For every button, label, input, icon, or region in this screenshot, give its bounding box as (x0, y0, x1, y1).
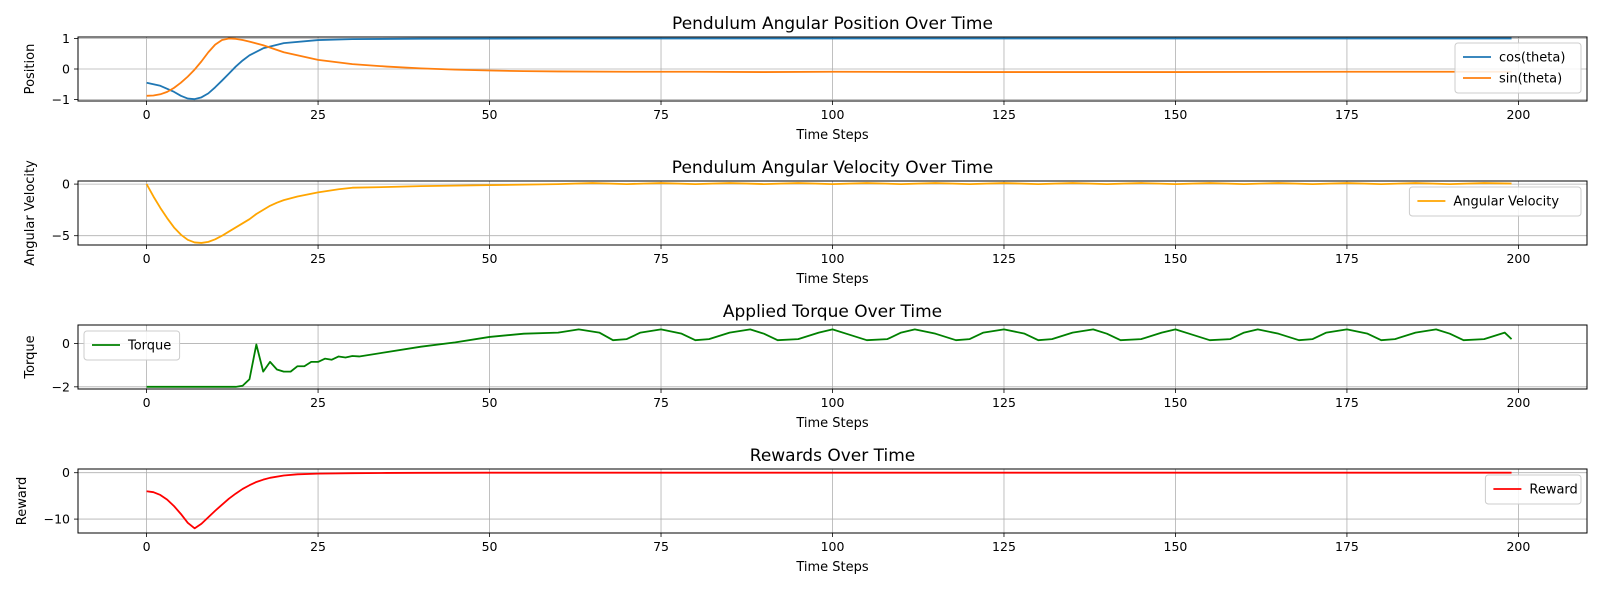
x-tick-label: 200 (1506, 107, 1530, 122)
y-axis-label: Angular Velocity (23, 160, 38, 266)
y-tick-label: 0 (62, 336, 70, 351)
x-tick-label: 100 (821, 539, 845, 554)
x-axis-label: Time Steps (795, 560, 869, 575)
x-tick-label: 25 (310, 251, 326, 266)
chart-panel-3: 0 25 50 75 100 125 150 175 200 −2 0 Applied Torque … (23, 302, 1588, 431)
legend-label: cos(theta) (1499, 51, 1565, 66)
y-tick-label: 0 (62, 465, 70, 480)
x-tick-label: 0 (143, 395, 151, 410)
legend-label: Angular Velocity (1453, 195, 1559, 210)
y-tick-label: 0 (62, 177, 70, 192)
y-axis-label: Torque (23, 335, 38, 379)
x-tick-label: 0 (143, 539, 151, 554)
chart-title: Pendulum Angular Position Over Time (672, 14, 993, 34)
x-tick-label: 50 (482, 539, 498, 554)
x-tick-label: 25 (310, 107, 326, 122)
x-axis-label: Time Steps (795, 272, 869, 287)
x-tick-label: 150 (1164, 539, 1188, 554)
chart-title: Rewards Over Time (750, 446, 915, 466)
legend: Torque (83, 330, 181, 361)
x-tick-label: 25 (310, 539, 326, 554)
x-tick-label: 175 (1335, 251, 1359, 266)
y-axis-label: Reward (15, 477, 30, 525)
x-tick-label: 150 (1164, 251, 1188, 266)
x-axis-label: Time Steps (795, 416, 869, 431)
legend: Angular Velocity (1408, 186, 1582, 217)
x-tick-label: 50 (482, 251, 498, 266)
x-tick-label: 75 (653, 251, 669, 266)
x-tick-label: 200 (1506, 539, 1530, 554)
x-tick-label: 125 (992, 539, 1016, 554)
x-tick-label: 175 (1335, 395, 1359, 410)
y-tick-label: 0 (62, 62, 70, 77)
y-tick-label: −5 (52, 228, 70, 243)
series-line-1 (146, 471, 1512, 530)
legend-label: Torque (127, 339, 171, 354)
x-tick-label: 100 (821, 107, 845, 122)
series-line-1 (145, 182, 1512, 244)
chart-panel-4: 0 25 50 75 100 125 150 175 200 −10 0 Rewards Over T… (15, 446, 1588, 575)
x-tick-label: 125 (992, 395, 1016, 410)
y-axis-label: Position (23, 44, 38, 95)
x-axis-label: Time Steps (795, 128, 869, 143)
x-tick-label: 200 (1506, 395, 1530, 410)
legend: cos(theta) sin(theta) (1454, 42, 1582, 94)
series-line-1 (146, 37, 1512, 101)
legend: Reward (1484, 474, 1582, 505)
legend-box (1454, 42, 1582, 94)
x-tick-label: 200 (1506, 251, 1530, 266)
x-tick-label: 150 (1164, 107, 1188, 122)
legend-box (1484, 474, 1582, 505)
x-tick-label: 0 (143, 107, 151, 122)
x-tick-label: 75 (653, 539, 669, 554)
x-tick-label: 25 (310, 395, 326, 410)
chart-title: Pendulum Angular Velocity Over Time (672, 158, 993, 178)
y-tick-label: 1 (62, 31, 70, 46)
x-tick-label: 75 (653, 395, 669, 410)
x-tick-label: 100 (821, 251, 845, 266)
x-tick-label: 100 (821, 395, 845, 410)
x-tick-label: 75 (653, 107, 669, 122)
x-tick-label: 150 (1164, 395, 1188, 410)
x-tick-label: 175 (1335, 539, 1359, 554)
series-line-1 (146, 328, 1513, 388)
series-line-2 (146, 37, 1512, 97)
y-tick-label: −10 (44, 512, 70, 527)
chart-panel-1: 0 25 50 75 100 125 150 175 200 −1 0 1 Pendulum Angul… (23, 14, 1588, 143)
x-tick-label: 125 (992, 107, 1016, 122)
chart-title: Applied Torque Over Time (723, 302, 942, 322)
x-tick-label: 0 (143, 251, 151, 266)
y-tick-label: −1 (52, 92, 70, 107)
chart-panel-2: 0 25 50 75 100 125 150 175 200 −5 0 Pendulum Angula… (23, 158, 1588, 287)
y-tick-label: −2 (52, 379, 70, 394)
legend-label: Reward (1529, 483, 1577, 498)
x-tick-label: 50 (482, 107, 498, 122)
legend-box (1408, 186, 1582, 217)
legend-box (83, 330, 181, 361)
x-tick-label: 175 (1335, 107, 1359, 122)
legend-label: sin(theta) (1499, 72, 1562, 87)
x-tick-label: 50 (482, 395, 498, 410)
x-tick-label: 125 (992, 251, 1016, 266)
